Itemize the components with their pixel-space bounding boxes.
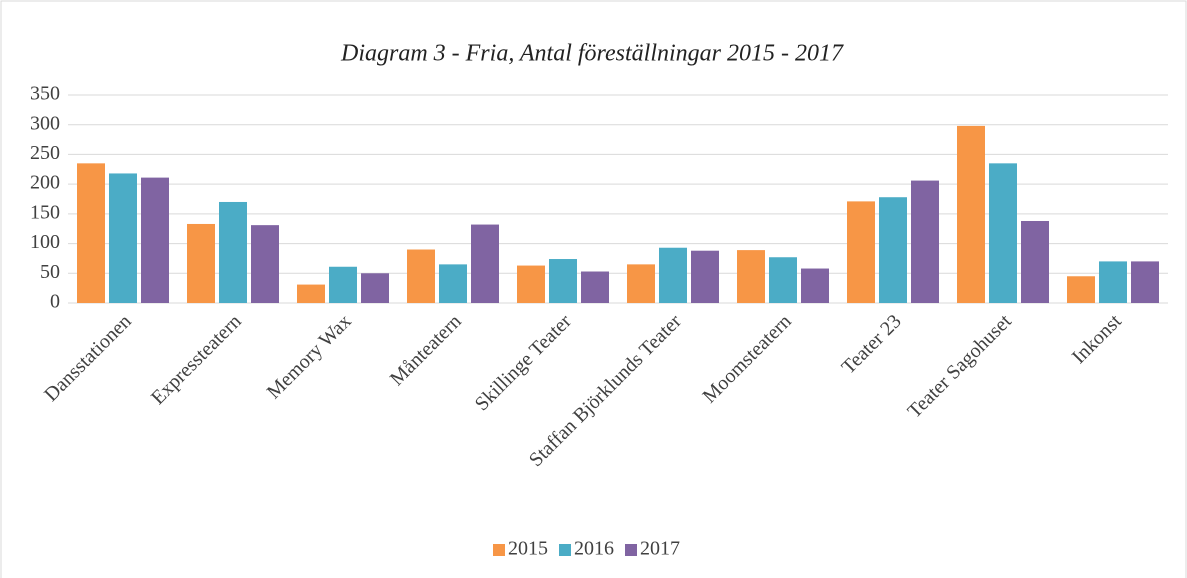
bar: [989, 163, 1017, 303]
bar: [769, 257, 797, 303]
bar: [1021, 220, 1049, 303]
bar: [737, 250, 765, 303]
y-tick-label: 50: [40, 261, 60, 283]
bar: [847, 201, 875, 303]
bar: [957, 125, 985, 303]
bar: [1067, 276, 1095, 303]
legend-label: 2017: [640, 538, 680, 560]
bar: [251, 225, 279, 303]
bar: [659, 247, 687, 303]
bar: [471, 224, 499, 303]
legend-swatch: [493, 544, 505, 556]
bar: [879, 197, 907, 303]
bar: [911, 180, 939, 303]
legend-label: 2015: [508, 538, 548, 560]
legend-swatch: [625, 544, 637, 556]
bar: [361, 273, 389, 303]
bar: [407, 249, 435, 303]
y-tick-label: 250: [30, 142, 60, 164]
bar: [627, 264, 655, 303]
bar: [297, 284, 325, 303]
bar: [581, 271, 609, 303]
y-tick-label: 200: [30, 172, 60, 194]
bar: [517, 265, 545, 303]
bar: [549, 259, 577, 303]
y-tick-label: 350: [30, 83, 60, 105]
legend-label: 2016: [574, 538, 614, 560]
bar: [1131, 261, 1159, 303]
y-tick-label: 100: [30, 231, 60, 253]
bar: [187, 223, 215, 303]
bar: [1099, 261, 1127, 303]
bar: [801, 268, 829, 303]
chart-title: Diagram 3 - Fria, Antal föreställningar …: [340, 41, 844, 67]
y-tick-label: 150: [30, 201, 60, 223]
bar: [439, 264, 467, 303]
bar: [109, 173, 137, 303]
bar: [691, 250, 719, 303]
y-tick-label: 0: [50, 291, 60, 313]
bar: [219, 201, 247, 303]
bar: [77, 163, 105, 303]
bar: [329, 266, 357, 303]
bar: [141, 177, 169, 303]
y-tick-label: 300: [30, 112, 60, 134]
legend-swatch: [559, 544, 571, 556]
